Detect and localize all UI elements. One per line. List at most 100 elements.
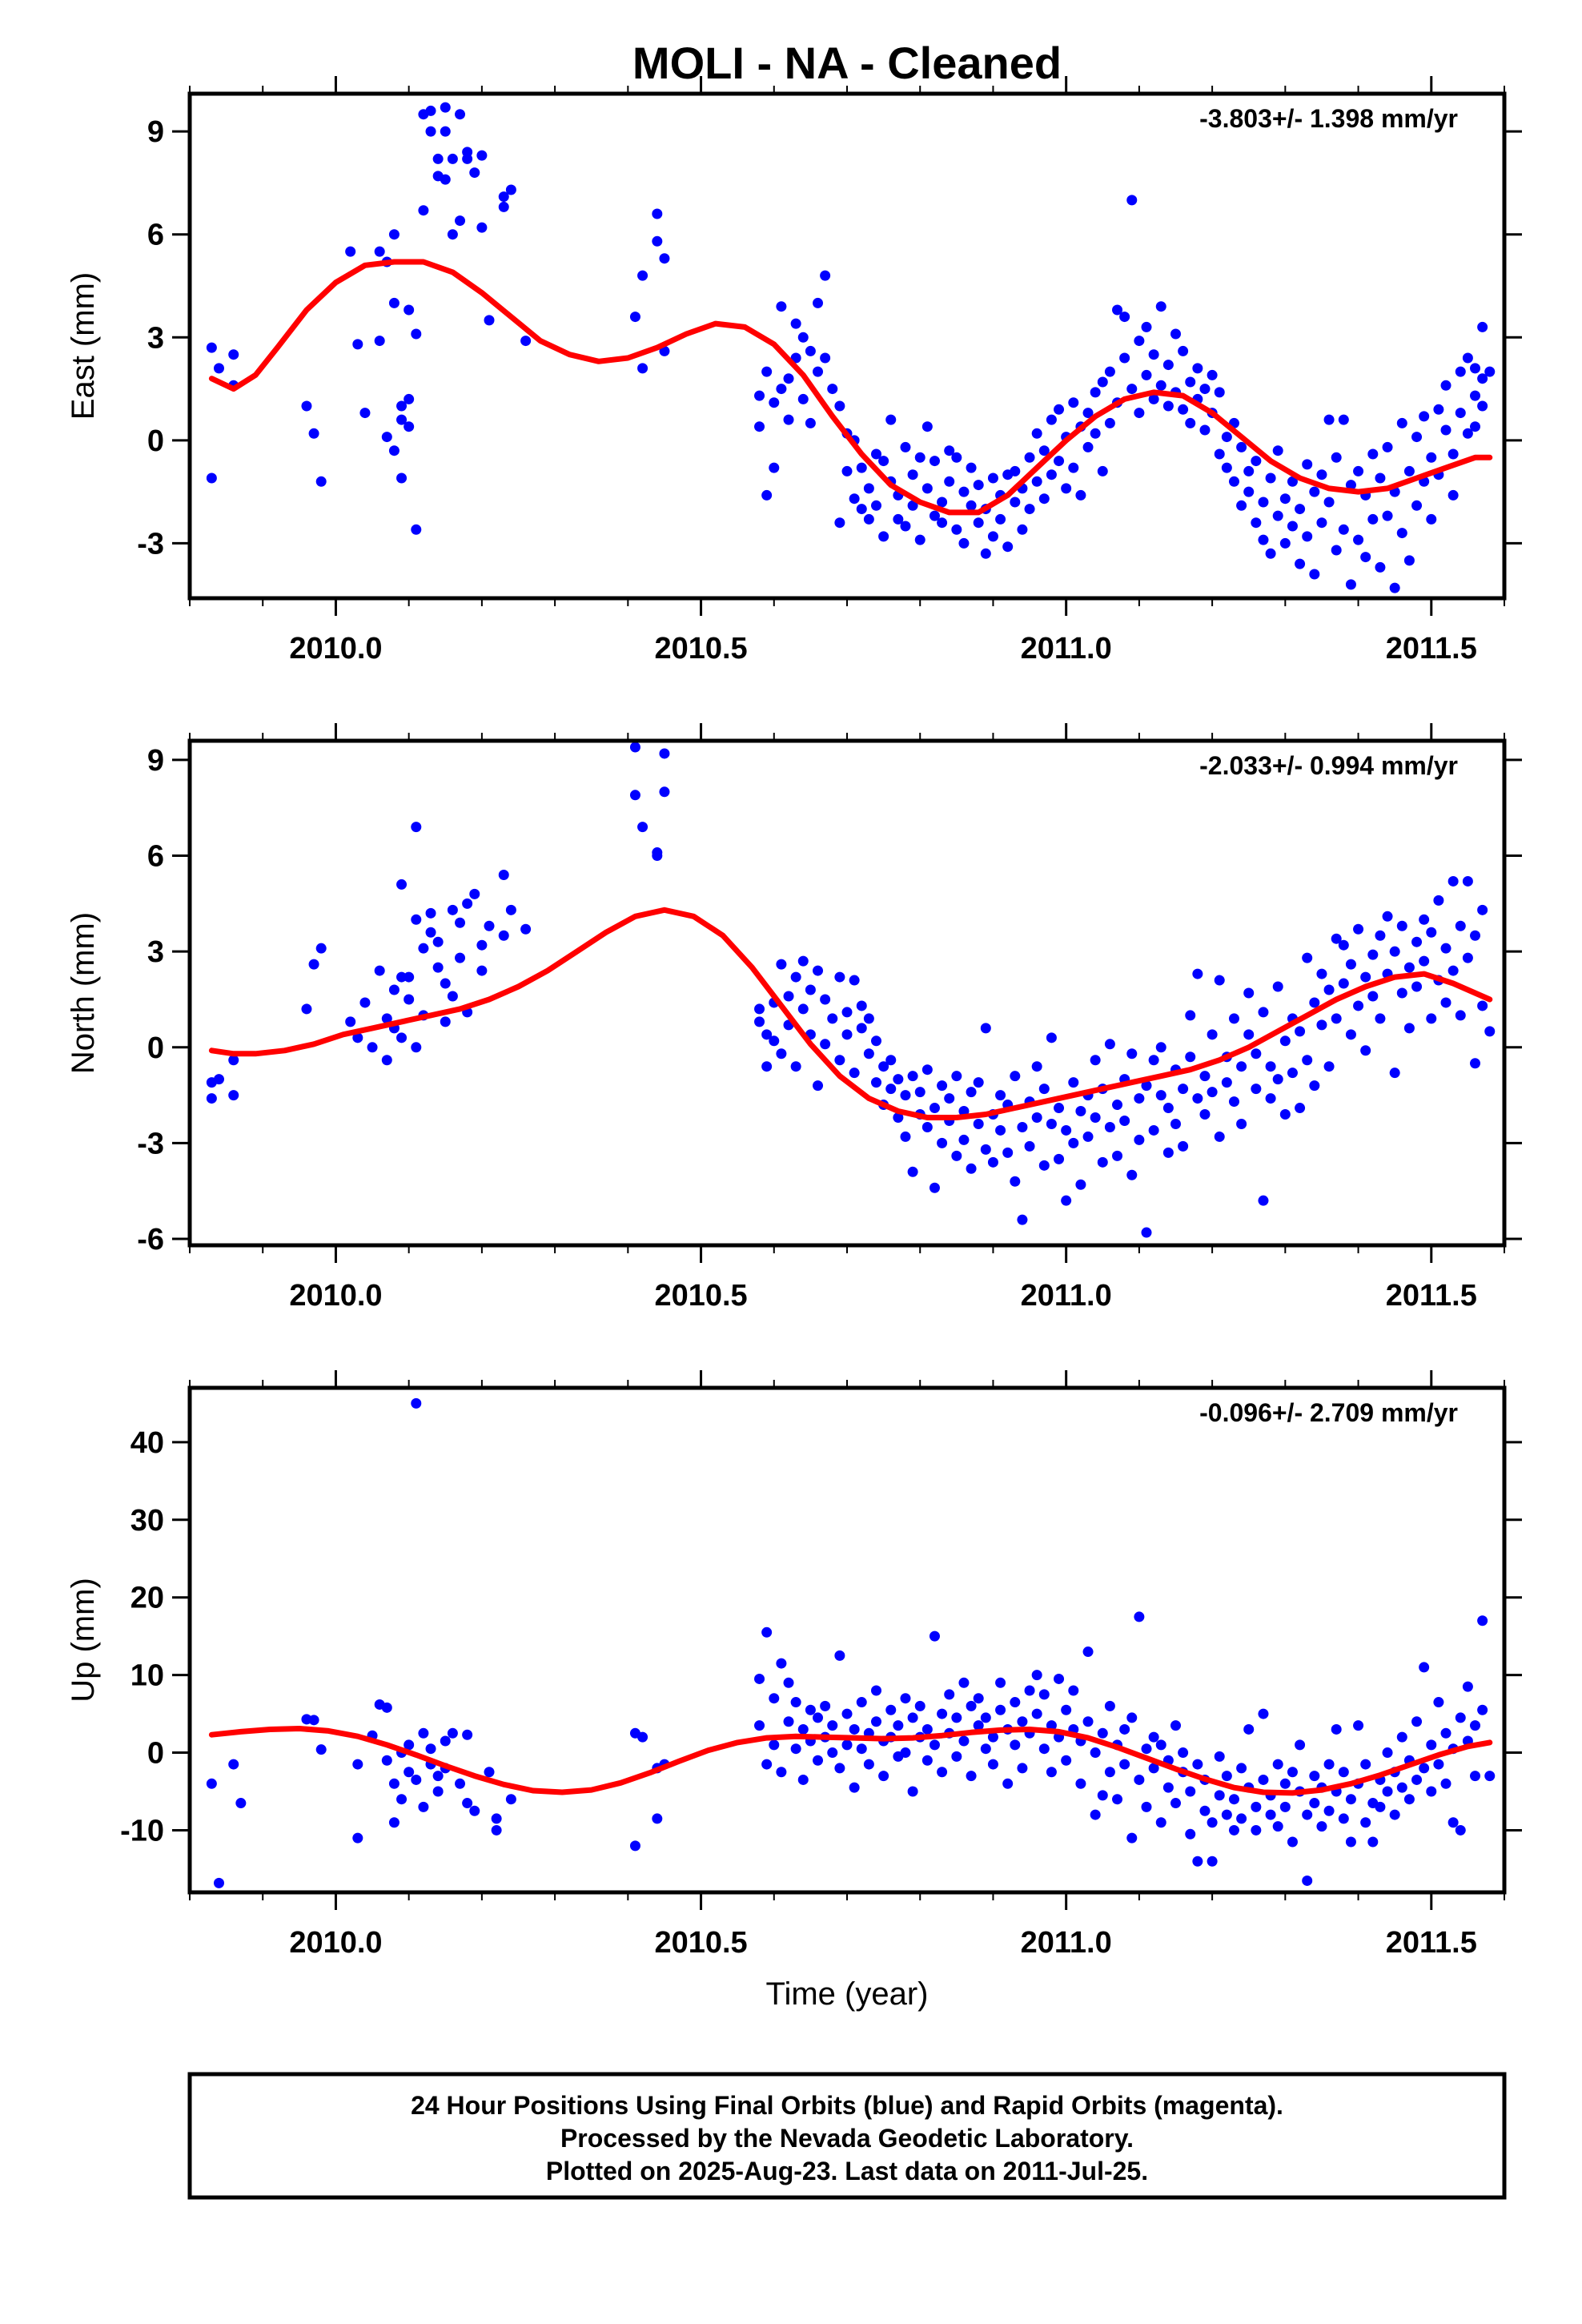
data-point [761,366,773,377]
data-point [878,1771,889,1782]
data-point [1097,465,1108,476]
data-point [308,959,319,970]
data-point [1295,1026,1306,1037]
data-point [1090,1112,1101,1124]
data-point [1090,1809,1101,1820]
data-point [863,483,874,494]
data-point [893,1112,904,1124]
data-point [1462,952,1473,963]
data-point [856,462,867,473]
data-point [1104,1700,1115,1711]
data-point [1375,1013,1386,1024]
data-point [870,448,881,460]
data-point [914,534,926,545]
data-point [980,1743,991,1755]
data-point [1054,1153,1065,1164]
data-point [995,1704,1006,1715]
data-point [1038,445,1050,456]
data-point [1221,1077,1232,1088]
data-point [841,1007,853,1018]
data-point [937,1137,948,1148]
data-point [498,930,509,941]
data-point [1002,1147,1014,1158]
data-point [966,1771,977,1782]
data-point [388,984,400,995]
data-point [1375,561,1386,573]
data-point [396,400,408,412]
data-point [944,445,955,456]
data-point [1382,1786,1393,1797]
data-point [1309,1080,1320,1092]
data-point [1272,510,1283,521]
data-point [381,1055,392,1066]
data-point [885,1084,897,1095]
data-point [1178,345,1189,356]
data-point [1258,1708,1269,1719]
data-point [1178,1747,1189,1759]
model-curve [208,259,1493,516]
data-point [973,1118,984,1129]
data-point [790,1061,801,1072]
data-point [1338,1767,1349,1778]
data-point [206,342,217,353]
footer-line-1: 24 Hour Positions Using Final Orbits (bl… [411,2091,1283,2120]
data-point [921,1121,933,1132]
data-point [1236,1763,1247,1774]
data-point [491,1824,502,1835]
data-point [404,971,415,983]
data-point [754,421,765,432]
y-tick-label: 30 [130,1504,164,1538]
data-point [1162,360,1174,371]
data-point [1155,380,1166,391]
data-point [1403,962,1415,973]
data-point [797,332,809,343]
data-point [1192,1093,1203,1104]
data-point [1382,441,1393,452]
data-point [411,1042,422,1053]
data-point [1243,1029,1255,1040]
data-point [1411,432,1423,443]
data-point [659,748,670,759]
data-point [1054,1673,1065,1684]
data-point [921,1755,933,1766]
data-point [973,517,984,529]
data-point [951,1751,962,1762]
data-point [1279,1109,1291,1120]
data-point [652,208,663,219]
data-point [1148,393,1159,404]
data-point [1104,1121,1115,1132]
data-point [1455,920,1466,931]
data-point [987,1759,998,1770]
data-point [1031,1112,1042,1124]
data-point [1075,1778,1086,1789]
data-point [425,1743,436,1755]
data-point [447,229,458,240]
data-point [958,537,970,549]
data-point [907,1166,918,1177]
data-point [1192,1856,1203,1867]
data-point [1389,1068,1400,1079]
data-point [1104,1039,1115,1050]
data-point [1141,1743,1152,1755]
data-point [359,997,371,1008]
data-point [987,1156,998,1168]
data-point [987,531,998,542]
data-point [921,483,933,494]
data-point [1243,1723,1255,1735]
data-point [783,414,794,425]
y-tick-label: -10 [120,1814,164,1848]
data-point [1061,1195,1072,1206]
data-point [440,1016,451,1027]
data-point [966,1700,977,1711]
data-point [1155,1817,1166,1828]
data-point [1338,524,1349,535]
data-point [1134,1134,1145,1145]
data-point [929,510,940,521]
data-point [1279,1801,1291,1812]
data-point [455,917,466,928]
data-point [498,869,509,880]
data-point [805,984,816,995]
data-point [228,1090,239,1101]
data-point [1075,489,1086,501]
data-point [1141,369,1152,380]
